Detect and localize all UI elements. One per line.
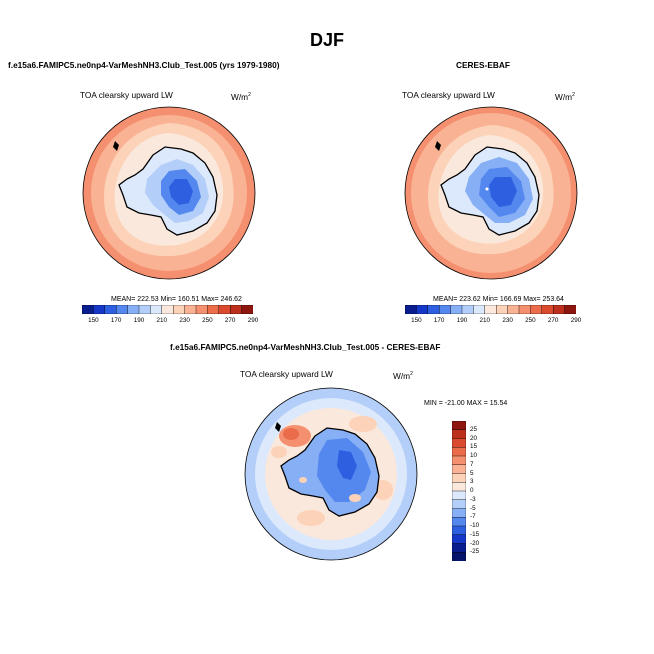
left-variable-label: TOA clearsky upward LW	[80, 90, 173, 100]
diff-cb-label: 10	[470, 452, 478, 459]
diff-colorbar-box	[452, 552, 466, 561]
diff-colorbar-box	[452, 421, 466, 431]
left-colorbar-box	[229, 305, 243, 314]
diff-cb-label: -10	[470, 522, 480, 529]
right-colorbar-box	[473, 305, 486, 314]
diff-colorbar-box	[452, 508, 466, 518]
diff-colorbar-box	[452, 455, 466, 466]
diff-polar-map	[244, 387, 418, 561]
left-cb-label: 210	[156, 317, 168, 324]
right-colorbar-box	[416, 305, 429, 314]
right-cb-label: 170	[433, 317, 445, 324]
left-cb-label: 250	[202, 317, 213, 324]
left-colorbar-box	[127, 305, 140, 314]
right-variable-label: TOA clearsky upward LW	[402, 90, 495, 100]
left-stats: MEAN= 222.53 Min= 160.51 Max= 246.62	[111, 296, 242, 303]
right-colorbar-box	[484, 305, 497, 314]
left-colorbar-box	[93, 305, 106, 314]
left-colorbar-box	[138, 305, 151, 314]
right-colorbar-box	[507, 305, 520, 314]
diff-variable-label: TOA clearsky upward LW	[240, 369, 333, 379]
right-case-title: CERES-EBAF	[456, 60, 510, 70]
diff-colorbar-box	[452, 429, 466, 440]
left-cb-label: 290	[247, 317, 259, 324]
diff-cb-label: 20	[470, 434, 478, 442]
diff-colorbar-box	[452, 534, 466, 545]
diff-cb-label: -15	[470, 530, 480, 538]
diff-cb-label: 0	[470, 487, 474, 494]
page-title: DJF	[309, 30, 344, 50]
right-cb-label: 270	[547, 317, 559, 324]
right-colorbar-box	[564, 305, 576, 314]
right-colorbar-box	[461, 305, 474, 314]
left-colorbar-box	[82, 305, 94, 314]
diff-cb-label: -25	[470, 548, 480, 556]
right-cb-label: 190	[456, 317, 468, 324]
left-colorbar-box	[161, 305, 174, 314]
right-cb-label: 210	[479, 317, 491, 324]
diff-colorbar-box	[452, 517, 466, 527]
diff-minmax: MIN = -21.00 MAX = 15.54	[424, 400, 508, 407]
right-units-label: W/m2	[555, 92, 575, 102]
left-polar-map	[82, 106, 256, 280]
diff-cb-label: -3	[470, 495, 476, 503]
left-case-title: f.e15a6.FAMIPC5.ne0np4-VarMeshNH3.Club_T…	[8, 60, 280, 70]
left-units-label: W/m2	[231, 92, 251, 102]
left-cb-label: 150	[88, 317, 99, 324]
diff-cb-label: -20	[470, 539, 480, 547]
right-colorbar-box	[541, 305, 554, 314]
diff-colorbar-box	[452, 490, 466, 501]
left-colorbar-box	[116, 305, 129, 314]
right-colorbar-box	[518, 305, 531, 314]
right-cb-label: 230	[502, 317, 513, 324]
diff-colorbar-box	[452, 438, 466, 448]
left-colorbar	[82, 305, 253, 314]
diff-units-label: W/m2	[393, 371, 413, 381]
diff-cb-label: 5	[470, 469, 474, 477]
left-colorbar-box	[172, 305, 186, 314]
right-colorbar	[405, 305, 576, 314]
diff-cb-label: -5	[470, 504, 476, 512]
diff-cb-label: 25	[470, 425, 478, 433]
left-colorbar-box	[184, 305, 197, 314]
left-colorbar-box	[195, 305, 208, 314]
left-colorbar-box	[218, 305, 231, 314]
right-cb-label: 250	[525, 317, 536, 324]
diff-colorbar-box	[452, 543, 466, 553]
diff-cb-label: 7	[470, 460, 474, 468]
diff-colorbar-box	[452, 464, 466, 475]
right-colorbar-labels: 150 170 190 210 230 250 270 290	[405, 317, 581, 327]
left-colorbar-box	[241, 305, 253, 314]
diff-colorbar-box	[452, 499, 466, 510]
left-colorbar-box	[104, 305, 117, 314]
right-colorbar-box	[439, 305, 452, 314]
right-colorbar-box	[495, 305, 509, 314]
right-cb-label: 150	[411, 317, 422, 324]
right-colorbar-box	[427, 305, 440, 314]
left-colorbar-box	[207, 305, 220, 314]
left-cb-label: 230	[179, 317, 190, 324]
right-stats: MEAN= 223.62 Min= 166.69 Max= 253.64	[433, 296, 564, 303]
left-cb-label: 190	[133, 317, 145, 324]
diff-colorbar-box	[452, 525, 466, 536]
diff-cb-label: 3	[470, 478, 474, 486]
diff-cb-label: 15	[470, 443, 478, 451]
diff-colorbar-box	[452, 447, 466, 457]
right-colorbar-box	[552, 305, 566, 314]
right-cb-label: 290	[570, 317, 582, 324]
diff-colorbar-labels: 25 20 15 10 7 5 3 0 -3 -5 -7 -10 -15 -20…	[470, 421, 500, 561]
diff-colorbar	[452, 421, 466, 561]
diff-colorbar-box	[452, 473, 466, 483]
diff-colorbar-box	[452, 482, 466, 492]
left-colorbar-labels: 150 170 190 210 230 250 270 290	[82, 317, 258, 327]
diff-cb-label: -7	[470, 513, 476, 521]
right-polar-map	[404, 106, 578, 280]
diff-case-title: f.e15a6.FAMIPC5.ne0np4-VarMeshNH3.Club_T…	[170, 342, 441, 352]
right-colorbar-box	[450, 305, 463, 314]
left-cb-label: 270	[224, 317, 236, 324]
left-cb-label: 170	[110, 317, 122, 324]
right-colorbar-box	[405, 305, 417, 314]
left-colorbar-box	[150, 305, 163, 314]
right-colorbar-box	[530, 305, 543, 314]
